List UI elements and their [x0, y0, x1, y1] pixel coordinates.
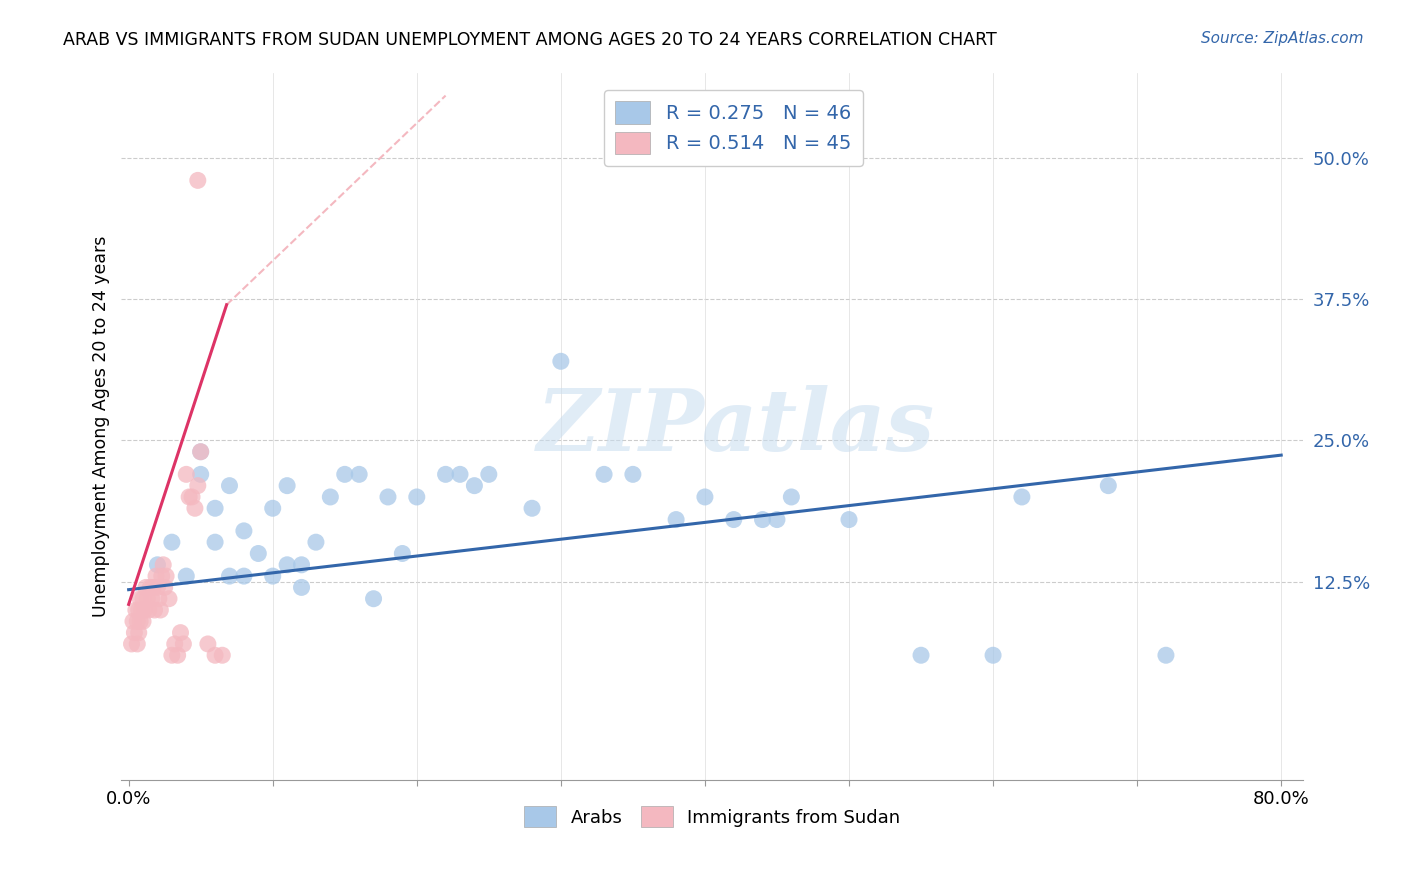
Point — [155, 569, 177, 583]
Point — [197, 637, 219, 651]
Point — [247, 547, 270, 561]
Point — [174, 569, 197, 583]
Point — [377, 490, 399, 504]
Point — [838, 512, 860, 526]
Point — [751, 512, 773, 526]
Point — [520, 501, 543, 516]
Point — [160, 648, 183, 663]
Point — [143, 603, 166, 617]
Point — [405, 490, 427, 504]
Point — [391, 547, 413, 561]
Point — [693, 490, 716, 504]
Text: ARAB VS IMMIGRANTS FROM SUDAN UNEMPLOYMENT AMONG AGES 20 TO 24 YEARS CORRELATION: ARAB VS IMMIGRANTS FROM SUDAN UNEMPLOYME… — [63, 31, 997, 49]
Point — [184, 501, 207, 516]
Point — [621, 467, 644, 482]
Point — [132, 615, 155, 629]
Point — [981, 648, 1004, 663]
Point — [134, 603, 156, 617]
Point — [319, 490, 342, 504]
Point — [132, 591, 155, 606]
Point — [152, 558, 174, 572]
Point — [169, 625, 191, 640]
Point — [150, 569, 173, 583]
Point — [129, 591, 152, 606]
Point — [145, 569, 167, 583]
Point — [131, 603, 153, 617]
Point — [166, 648, 188, 663]
Point — [128, 625, 150, 640]
Point — [127, 615, 149, 629]
Point — [218, 569, 240, 583]
Point — [187, 173, 209, 187]
Point — [127, 637, 149, 651]
Point — [190, 444, 212, 458]
Point — [276, 478, 298, 492]
Point — [122, 615, 145, 629]
Point — [160, 535, 183, 549]
Point — [333, 467, 356, 482]
Point — [149, 603, 172, 617]
Point — [218, 478, 240, 492]
Point — [141, 591, 163, 606]
Point — [124, 625, 146, 640]
Point — [163, 637, 186, 651]
Point — [190, 444, 212, 458]
Point — [723, 512, 745, 526]
Point — [262, 569, 284, 583]
Point — [478, 467, 501, 482]
Legend: Arabs, Immigrants from Sudan: Arabs, Immigrants from Sudan — [516, 799, 908, 834]
Point — [780, 490, 803, 504]
Point — [211, 648, 233, 663]
Point — [290, 558, 312, 572]
Point — [305, 535, 328, 549]
Point — [1097, 478, 1119, 492]
Point — [766, 512, 789, 526]
Point — [550, 354, 572, 368]
Point — [129, 615, 152, 629]
Point — [204, 501, 226, 516]
Point — [121, 637, 143, 651]
Point — [136, 591, 159, 606]
Point — [172, 637, 194, 651]
Point — [190, 467, 212, 482]
Point — [290, 581, 312, 595]
Point — [187, 478, 209, 492]
Point — [463, 478, 485, 492]
Point — [128, 603, 150, 617]
Text: Source: ZipAtlas.com: Source: ZipAtlas.com — [1201, 31, 1364, 46]
Point — [1011, 490, 1033, 504]
Point — [174, 467, 197, 482]
Point — [153, 581, 176, 595]
Text: ZIPatlas: ZIPatlas — [537, 384, 935, 468]
Point — [157, 591, 180, 606]
Point — [347, 467, 370, 482]
Point — [179, 490, 201, 504]
Point — [138, 603, 160, 617]
Point — [434, 467, 457, 482]
Point — [135, 581, 157, 595]
Point — [146, 558, 169, 572]
Y-axis label: Unemployment Among Ages 20 to 24 years: Unemployment Among Ages 20 to 24 years — [93, 235, 110, 617]
Point — [232, 524, 254, 538]
Point — [146, 581, 169, 595]
Point — [593, 467, 616, 482]
Point — [262, 501, 284, 516]
Point — [449, 467, 471, 482]
Point — [910, 648, 932, 663]
Point — [1154, 648, 1177, 663]
Point — [276, 558, 298, 572]
Point — [148, 591, 170, 606]
Point — [363, 591, 385, 606]
Point — [181, 490, 204, 504]
Point — [142, 581, 165, 595]
Point — [204, 535, 226, 549]
Point — [232, 569, 254, 583]
Point — [204, 648, 226, 663]
Point — [139, 581, 162, 595]
Point — [125, 603, 148, 617]
Point — [665, 512, 688, 526]
